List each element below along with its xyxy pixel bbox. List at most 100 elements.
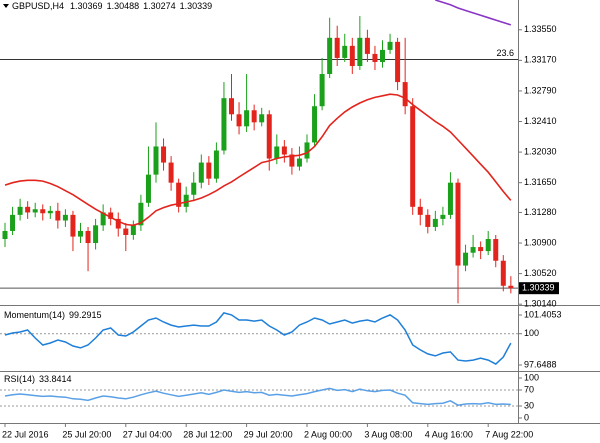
y-tick-label: 1.32410: [524, 116, 557, 126]
candle-body: [508, 285, 514, 289]
candle-body: [176, 182, 182, 207]
x-tick-label: 7 Aug 22:00: [485, 429, 533, 439]
y-tick-label: 97.6488: [524, 359, 557, 369]
candle-body: [244, 110, 250, 127]
candle-body: [372, 53, 378, 62]
candle-body: [229, 98, 234, 115]
y-tick-label: 1.30520: [524, 268, 557, 278]
y-tick-label: 1.33550: [524, 24, 557, 34]
candle-body: [334, 37, 340, 58]
indicator-line: [4, 312, 512, 366]
candle-body: [485, 239, 491, 252]
candle-body: [281, 146, 287, 155]
candle-body: [93, 225, 99, 244]
price-label: 1.30339: [522, 283, 555, 293]
candle-body: [183, 194, 189, 207]
momentum-value: 99.2915: [69, 310, 102, 320]
rsi-value: 33.8414: [39, 374, 72, 384]
y-tick-label: 0: [524, 412, 529, 422]
candle-body: [425, 214, 431, 227]
x-tick-label: 27 Jul 04:00: [123, 429, 172, 439]
candle-body: [191, 182, 197, 195]
x-tick-label: 2 Aug 00:00: [304, 429, 352, 439]
candle-body: [145, 174, 151, 203]
candle-body: [236, 114, 242, 127]
y-tick-label: 1.32790: [524, 85, 557, 95]
candle-body: [274, 146, 280, 159]
candle-body: [213, 150, 219, 179]
y-tick-label: 1.31650: [524, 177, 557, 187]
chart-header: GBPUSD,H4 1.30369 1.30488 1.30274 1.30339: [12, 1, 212, 11]
candle-body: [161, 146, 167, 163]
candle-body: [62, 214, 68, 221]
candle-body: [115, 218, 121, 229]
candle-body: [32, 209, 38, 213]
candle-body: [138, 202, 144, 226]
last-open: 1.30369: [70, 1, 103, 11]
last-high: 1.30488: [107, 1, 140, 11]
y-tick-label: 30: [524, 400, 534, 410]
candle-body: [40, 209, 46, 214]
price-label-box: [519, 282, 559, 295]
candle-body: [123, 228, 129, 235]
y-tick-label: 1.33170: [524, 55, 557, 65]
candle-body: [47, 210, 53, 214]
candle-body: [432, 218, 438, 227]
x-tick-label: 22 Jul 2016: [2, 429, 49, 439]
moving-average: [4, 93, 512, 227]
x-tick-label: 29 Jul 20:00: [244, 429, 293, 439]
candle-body: [463, 252, 469, 266]
candle-body: [17, 206, 23, 215]
candle-body: [289, 154, 295, 167]
candle-body: [312, 106, 318, 143]
y-tick-label: 101.4053: [524, 309, 562, 319]
candle-body: [296, 158, 302, 167]
candle-body: [25, 206, 31, 213]
candle-body: [108, 212, 114, 219]
candle-body: [387, 41, 393, 50]
candle-body: [266, 114, 272, 159]
indicator-line: [4, 387, 511, 406]
candle-body: [251, 110, 257, 123]
candle-body: [417, 206, 423, 215]
menu-triangle: [3, 4, 9, 8]
candle-body: [478, 247, 484, 252]
candle-body: [221, 98, 227, 151]
candle-body: [259, 114, 265, 123]
last-close: 1.30339: [180, 1, 213, 11]
candle-body: [349, 45, 355, 66]
candle-body: [100, 212, 106, 226]
symbol: GBPUSD,H4: [12, 1, 64, 11]
y-tick-label: 1.31280: [524, 207, 557, 217]
y-tick-label: 100: [524, 328, 539, 338]
candle-body: [402, 82, 408, 107]
y-tick-label: 1.30900: [524, 237, 557, 247]
last-low: 1.30274: [143, 1, 176, 11]
candle-body: [319, 74, 325, 107]
y-tick-label: 100: [524, 372, 539, 382]
x-tick-label: 28 Jul 12:00: [183, 429, 232, 439]
candle-body: [493, 239, 499, 261]
indicator-title: RSI(14) 33.8414: [4, 374, 72, 384]
y-tick-label: 1.30140: [524, 299, 557, 309]
candle-body: [395, 41, 401, 83]
candle-body: [2, 230, 8, 240]
candle-body: [327, 37, 333, 75]
indicator-title: Momentum(14) 99.2915: [4, 310, 102, 320]
candle-body: [198, 162, 204, 183]
candle-body: [78, 230, 83, 237]
candle-body: [410, 106, 416, 207]
candle-body: [130, 225, 136, 235]
candle-body: [380, 49, 385, 62]
candle-body: [168, 162, 174, 183]
candle-body: [357, 37, 363, 66]
candle-body: [342, 45, 348, 58]
x-tick-label: 3 Aug 08:00: [364, 429, 412, 439]
y-tick-label: 1.32030: [524, 146, 557, 156]
candle-body: [153, 146, 159, 175]
candle-body: [364, 37, 370, 54]
plot-area: 23.6: [0, 0, 518, 304]
